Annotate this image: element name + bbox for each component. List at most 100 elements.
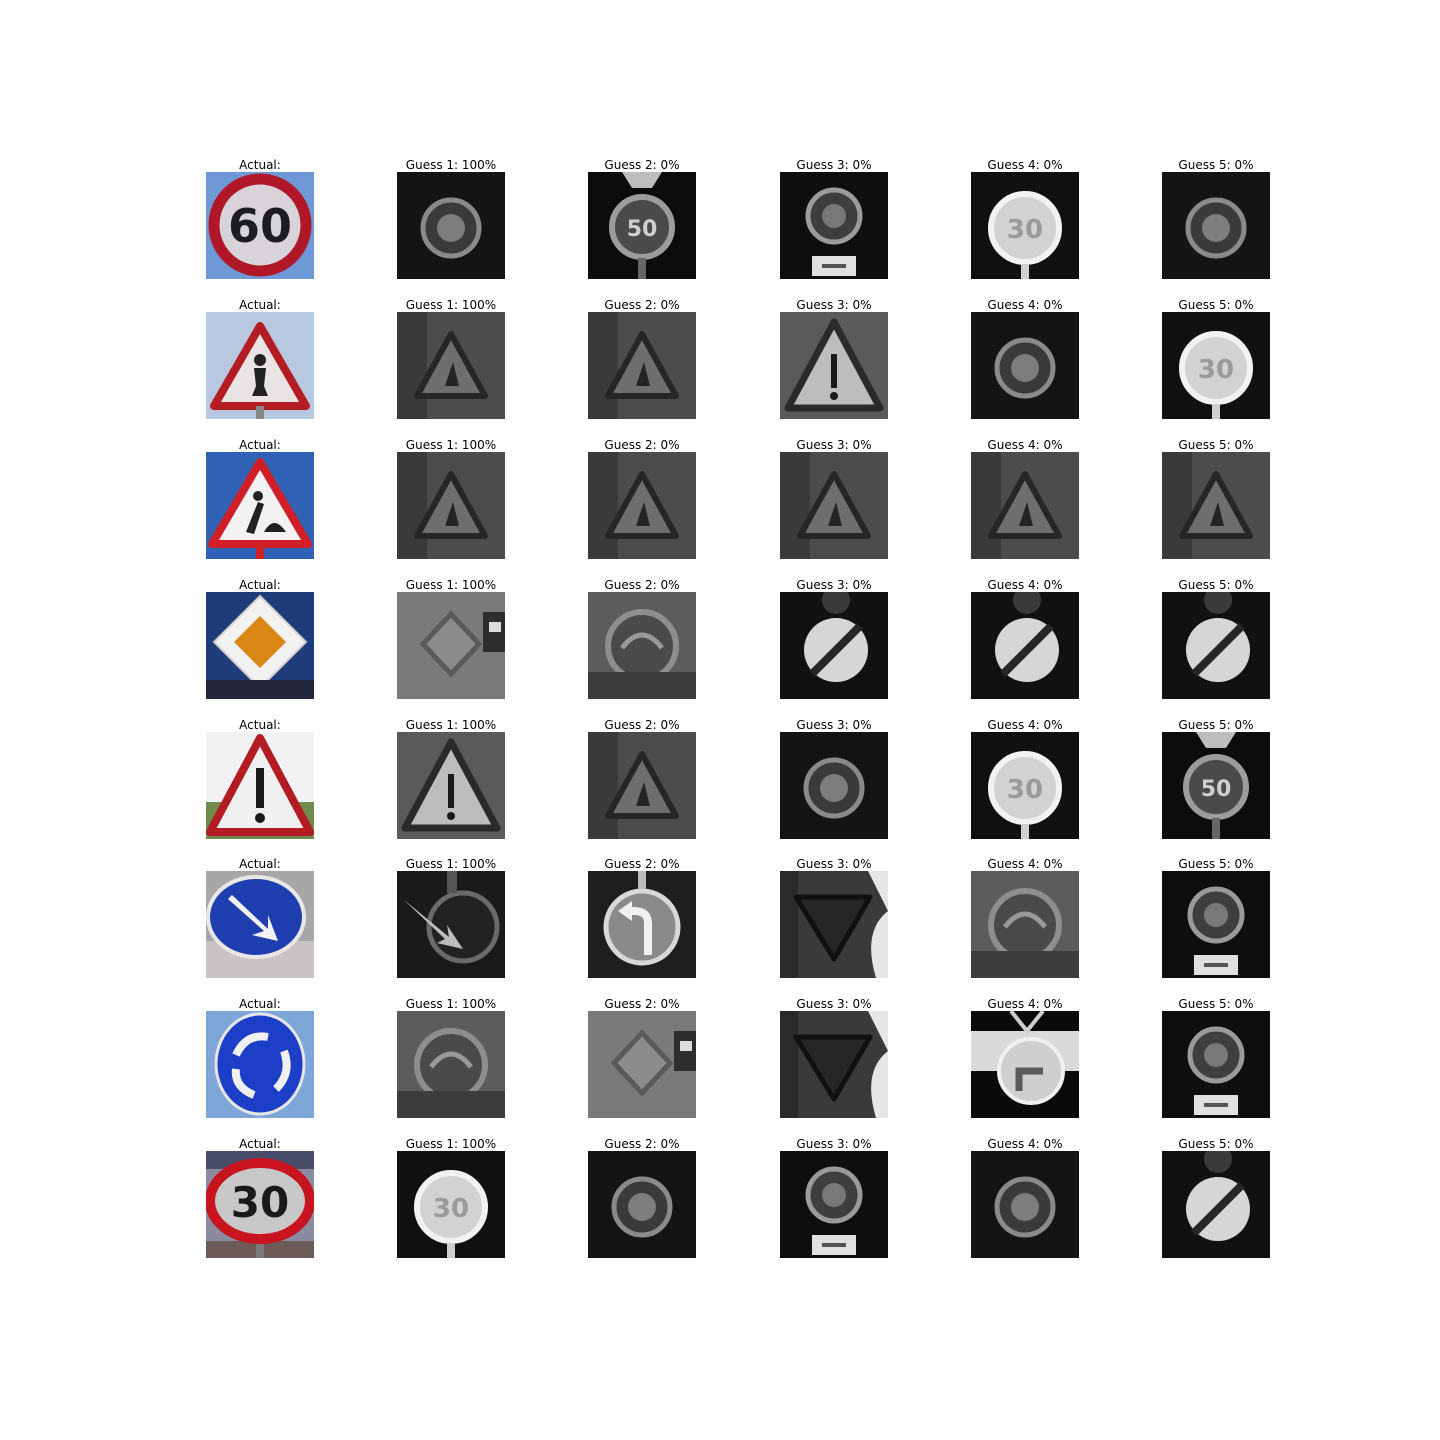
speed-limit-30-sign-gray-icon: 30: [971, 732, 1079, 839]
guess-label: Guess 5: 0%: [1178, 438, 1254, 452]
speed-limit-sign-gray-icon: [588, 1151, 696, 1258]
actual-label: Actual:: [239, 857, 281, 871]
guess-label: Guess 4: 0%: [987, 578, 1063, 592]
round-sign-gray-icon: [588, 592, 696, 699]
row-2-guess-5-cell: Guess 5: 0% 30: [1146, 298, 1286, 428]
guess-label: Guess 4: 0%: [987, 298, 1063, 312]
warning-triangle-gray-icon: [588, 732, 696, 839]
guess-label: Guess 2: 0%: [604, 857, 680, 871]
row-5-guess-2-cell: Guess 2: 0%: [572, 718, 712, 848]
warning-triangle-gray-icon: [971, 452, 1079, 559]
guess-label: Guess 5: 0%: [1178, 578, 1254, 592]
row-7-guess-3-cell: Guess 3: 0%: [764, 997, 904, 1127]
guess-label: Guess 5: 0%: [1178, 1137, 1254, 1151]
general-caution-sign-gray-icon: [780, 312, 888, 419]
pedestrian-warning-sign-icon: [206, 312, 314, 419]
guess-label: Guess 4: 0%: [987, 997, 1063, 1011]
row-6-guess-3-cell: Guess 3: 0%: [764, 857, 904, 987]
yield-sign-gray-icon: [780, 871, 888, 978]
row-5-guess-1-cell: Guess 1: 100%: [381, 718, 521, 848]
row-6-guess-4-cell: Guess 4: 0%: [955, 857, 1095, 987]
road-work-sign-icon: [206, 452, 314, 559]
row-7-guess-2-cell: Guess 2: 0%: [572, 997, 712, 1127]
guess-label: Guess 3: 0%: [796, 1137, 872, 1151]
warning-triangle-gray-icon: [397, 312, 505, 419]
guess-label: Guess 3: 0%: [796, 578, 872, 592]
speed-limit-30-sign-gray-icon: 30: [1162, 312, 1270, 419]
speed-limit-sign-with-plate-gray-icon: [1162, 1011, 1270, 1118]
guess-label: Guess 2: 0%: [604, 158, 680, 172]
end-of-restriction-sign-gray-icon: [1162, 592, 1270, 699]
row-4-guess-2-cell: Guess 2: 0%: [572, 578, 712, 708]
guess-label: Guess 2: 0%: [604, 1137, 680, 1151]
row-8-guess-5-cell: Guess 5: 0%: [1146, 1137, 1286, 1267]
actual-label: Actual:: [239, 997, 281, 1011]
speed-limit-sign-with-plate-gray-icon: [1162, 871, 1270, 978]
row-7-guess-5-cell: Guess 5: 0%: [1146, 997, 1286, 1127]
guess-label: Guess 5: 0%: [1178, 997, 1254, 1011]
guess-label: Guess 5: 0%: [1178, 158, 1254, 172]
speed-limit-50-sign-gray-icon: 50: [1162, 732, 1270, 839]
guess-label: Guess 1: 100%: [405, 997, 497, 1011]
guess-label: Guess 5: 0%: [1178, 718, 1254, 732]
warning-triangle-gray-icon: [1162, 452, 1270, 559]
warning-triangle-gray-icon: [588, 452, 696, 559]
row-1-guess-4-cell: Guess 4: 0% 30: [955, 158, 1095, 288]
row-2-guess-1-cell: Guess 1: 100%: [381, 298, 521, 428]
row-5-guess-5-cell: Guess 5: 0% 50: [1146, 718, 1286, 848]
turn-sign-gray-icon: [971, 1011, 1079, 1118]
row-6-guess-5-cell: Guess 5: 0%: [1146, 857, 1286, 987]
row-8-guess-3-cell: Guess 3: 0%: [764, 1137, 904, 1267]
speed-limit-30-sign-gray-icon: 30: [971, 172, 1079, 279]
svg-text:30: 30: [1007, 775, 1043, 805]
svg-text:30: 30: [231, 1178, 289, 1227]
row-6-guess-2-cell: Guess 2: 0%: [572, 857, 712, 987]
round-sign-gray-icon: [971, 871, 1079, 978]
priority-road-sign-icon: [206, 592, 314, 699]
guess-label: Guess 3: 0%: [796, 158, 872, 172]
guess-label: Guess 5: 0%: [1178, 298, 1254, 312]
row-8-guess-1-cell: Guess 1: 100% 30: [381, 1137, 521, 1267]
row-4-guess-3-cell: Guess 3: 0%: [764, 578, 904, 708]
round-sign-gray-icon: [397, 1011, 505, 1118]
svg-text:50: 50: [1201, 777, 1232, 802]
guess-label: Guess 3: 0%: [796, 718, 872, 732]
row-7-guess-4-cell: Guess 4: 0%: [955, 997, 1095, 1127]
keep-right-sign-gray-icon: [397, 871, 505, 978]
row-5-guess-3-cell: Guess 3: 0%: [764, 718, 904, 848]
row-7-actual-cell: Actual:: [190, 997, 330, 1127]
row-2-guess-4-cell: Guess 4: 0%: [955, 298, 1095, 428]
roundabout-sign-icon: [206, 1011, 314, 1118]
row-1-actual-cell: Actual: 60: [190, 158, 330, 288]
guess-label: Guess 2: 0%: [604, 718, 680, 732]
row-8-guess-2-cell: Guess 2: 0%: [572, 1137, 712, 1267]
row-3-guess-2-cell: Guess 2: 0%: [572, 438, 712, 568]
row-1-guess-3-cell: Guess 3: 0%: [764, 158, 904, 288]
guess-label: Guess 3: 0%: [796, 298, 872, 312]
guess-label: Guess 3: 0%: [796, 997, 872, 1011]
guess-label: Guess 2: 0%: [604, 997, 680, 1011]
actual-label: Actual:: [239, 298, 281, 312]
row-1-guess-2-cell: Guess 2: 0% 50: [572, 158, 712, 288]
turn-left-sign-gray-icon: [588, 871, 696, 978]
speed-limit-sign-with-plate-gray-icon: [780, 1151, 888, 1258]
actual-label: Actual:: [239, 718, 281, 732]
warning-triangle-gray-icon: [780, 452, 888, 559]
speed-limit-60-sign-icon: 60: [206, 172, 314, 279]
svg-text:50: 50: [627, 217, 658, 242]
svg-text:30: 30: [1007, 215, 1043, 245]
row-4-guess-5-cell: Guess 5: 0%: [1146, 578, 1286, 708]
guess-label: Guess 3: 0%: [796, 857, 872, 871]
speed-limit-sign-gray-icon: [971, 312, 1079, 419]
row-6-guess-1-cell: Guess 1: 100%: [381, 857, 521, 987]
row-1-guess-5-cell: Guess 5: 0%: [1146, 158, 1286, 288]
guess-label: Guess 5: 0%: [1178, 857, 1254, 871]
yield-sign-gray-icon: [780, 1011, 888, 1118]
actual-label: Actual:: [239, 1137, 281, 1151]
row-6-actual-cell: Actual:: [190, 857, 330, 987]
guess-label: Guess 3: 0%: [796, 438, 872, 452]
row-4-actual-cell: Actual:: [190, 578, 330, 708]
row-7-guess-1-cell: Guess 1: 100%: [381, 997, 521, 1127]
warning-triangle-gray-icon: [397, 452, 505, 559]
actual-label: Actual:: [239, 578, 281, 592]
